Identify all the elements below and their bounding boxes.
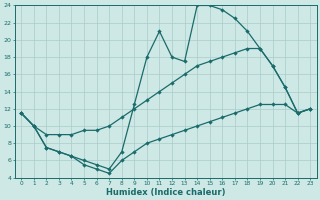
X-axis label: Humidex (Indice chaleur): Humidex (Indice chaleur)	[106, 188, 226, 197]
